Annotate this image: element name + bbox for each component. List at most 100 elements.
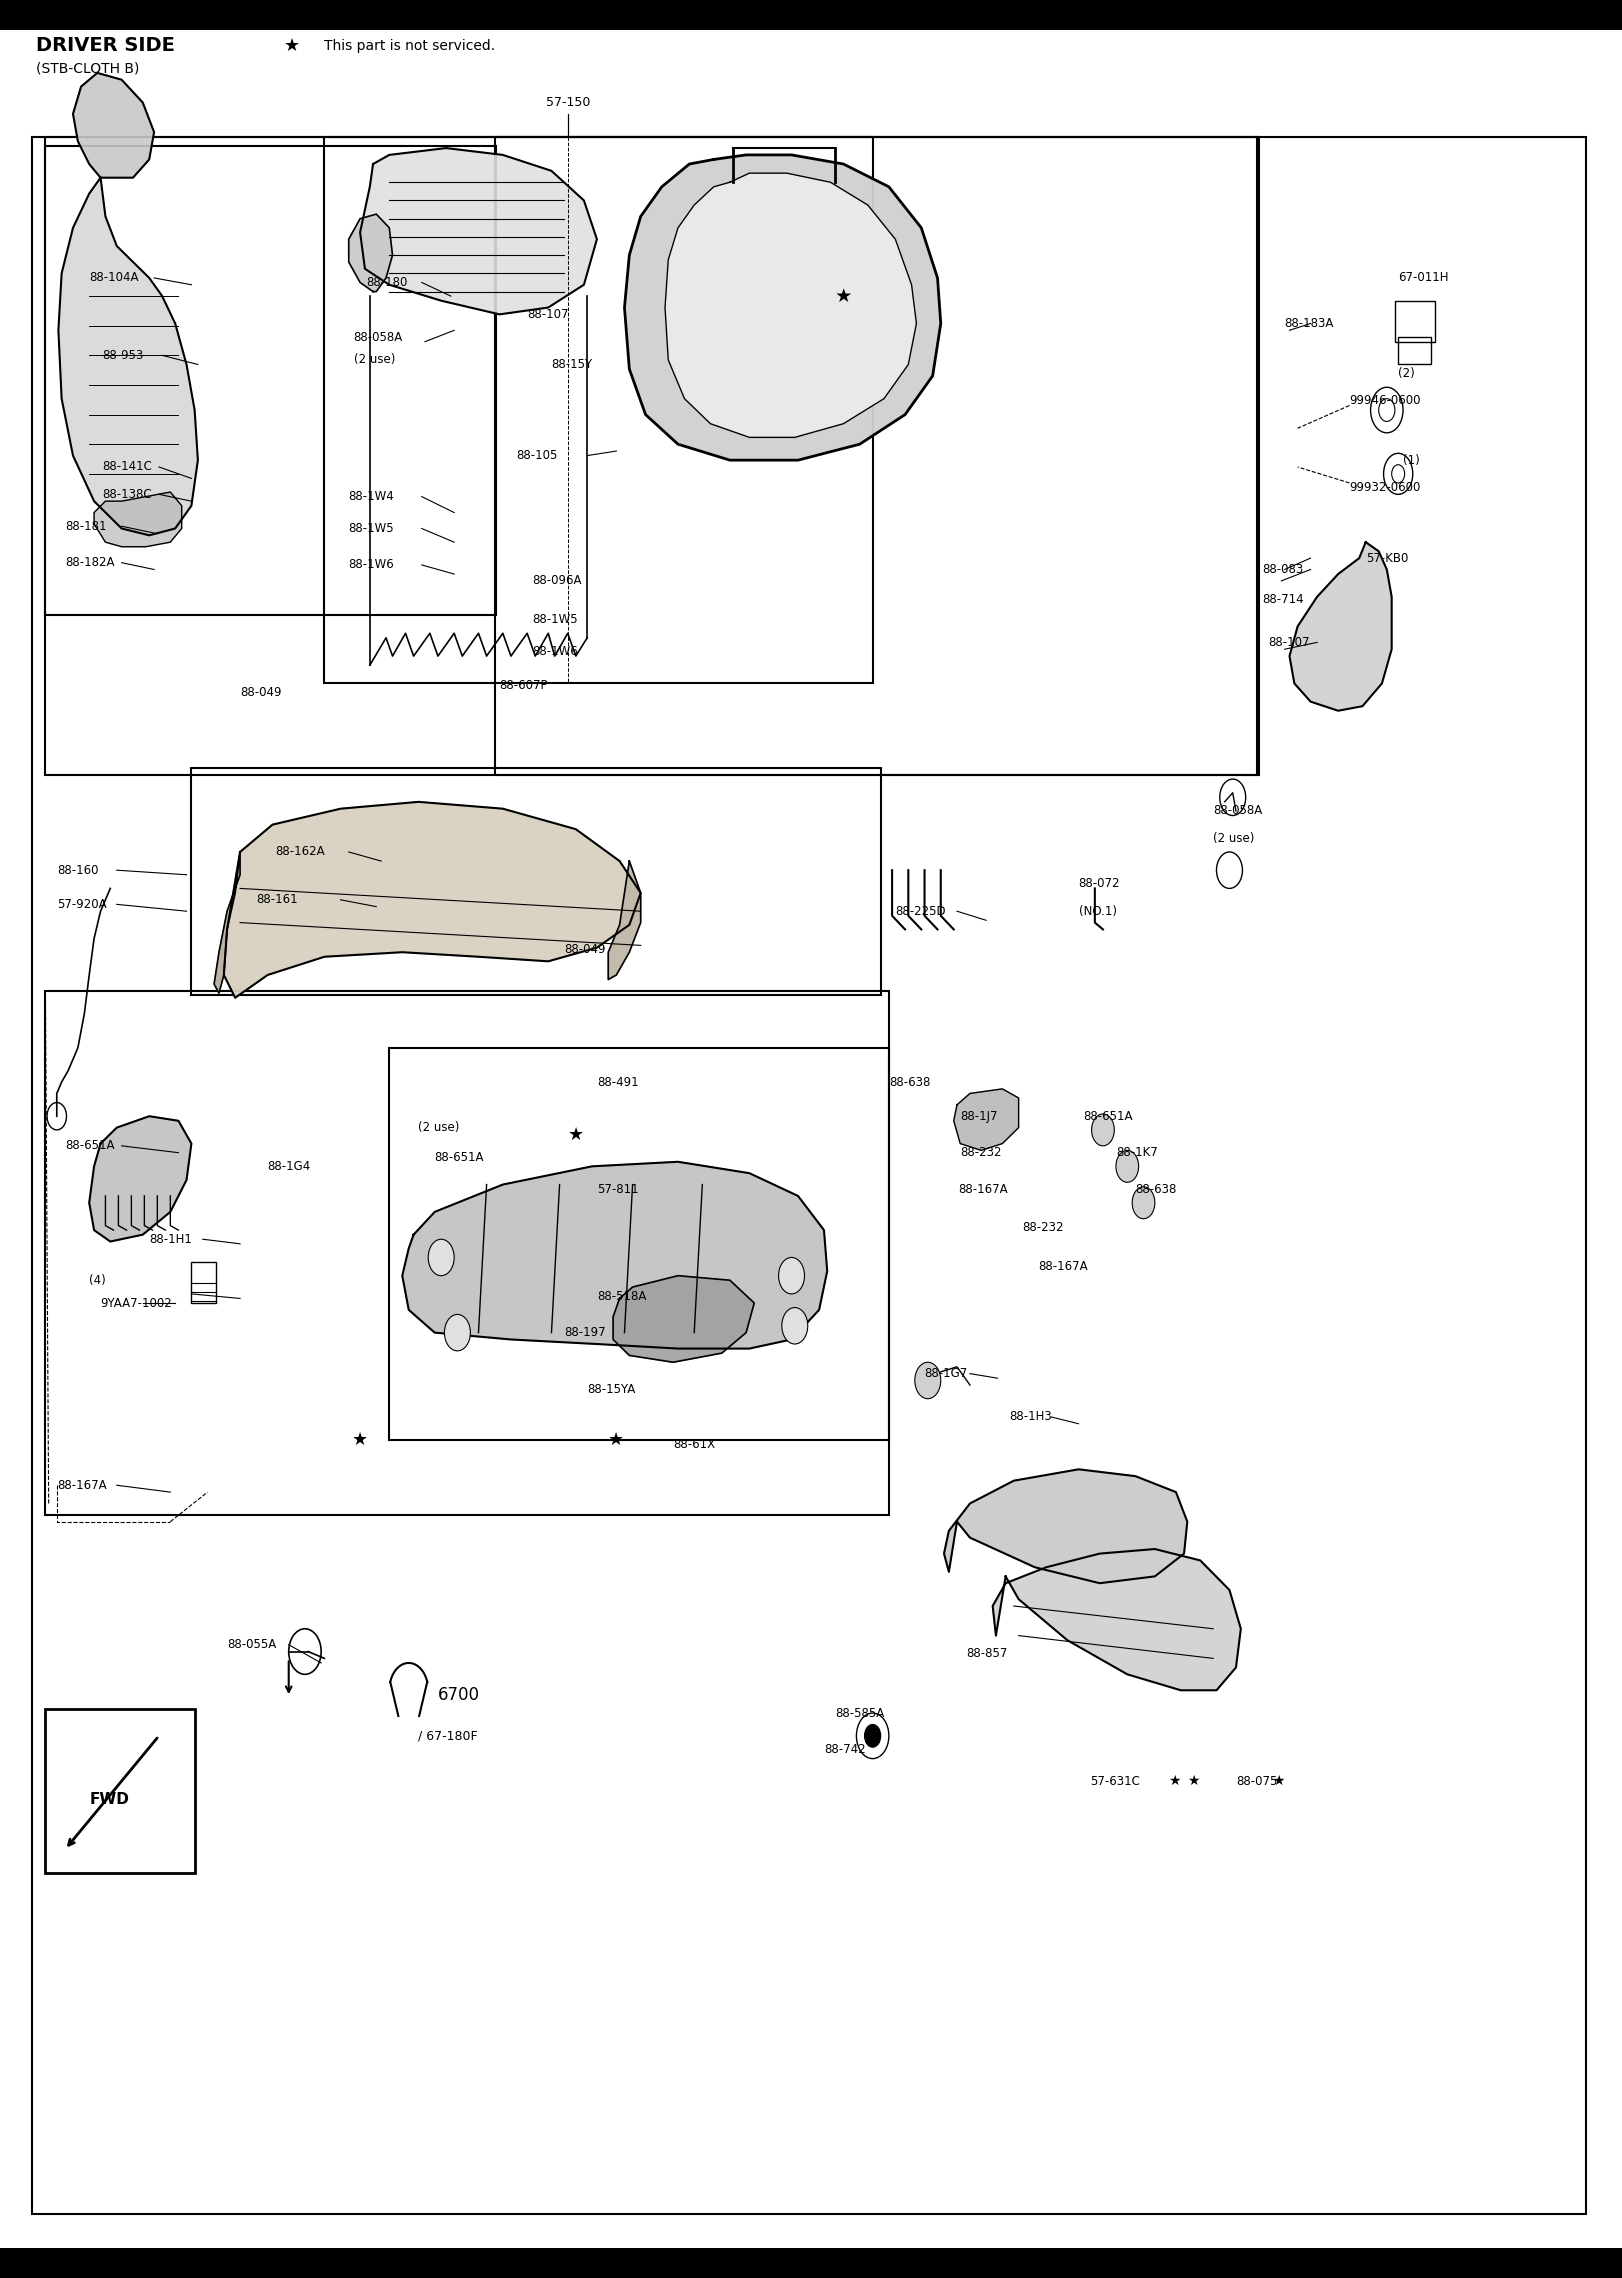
Text: 88-607P: 88-607P <box>500 679 548 693</box>
Text: (2 use): (2 use) <box>1213 831 1255 845</box>
Text: 88-160: 88-160 <box>57 863 99 877</box>
Text: 88-232: 88-232 <box>960 1146 1002 1160</box>
Polygon shape <box>224 802 641 998</box>
Text: 88-61X: 88-61X <box>673 1437 715 1451</box>
Text: 9YAA7-1002: 9YAA7-1002 <box>101 1296 172 1310</box>
Text: 88-055A: 88-055A <box>227 1638 276 1652</box>
Text: 88-1W6: 88-1W6 <box>349 558 394 572</box>
Text: 88-714: 88-714 <box>1262 592 1304 606</box>
Text: 88-058A: 88-058A <box>1213 804 1262 818</box>
Text: 88-15YA: 88-15YA <box>587 1383 636 1396</box>
Bar <box>0 0 1622 30</box>
Bar <box>0 2248 1622 2278</box>
Text: 88-1H3: 88-1H3 <box>1009 1410 1051 1424</box>
Circle shape <box>782 1308 808 1344</box>
Text: 88-651A: 88-651A <box>1083 1109 1134 1123</box>
Text: 88-058A: 88-058A <box>354 330 402 344</box>
Text: 88-049: 88-049 <box>240 686 282 699</box>
Polygon shape <box>1289 542 1392 711</box>
Text: 88-107: 88-107 <box>1268 636 1311 649</box>
Text: 88-1W5: 88-1W5 <box>532 613 577 626</box>
Polygon shape <box>360 148 597 314</box>
Bar <box>324 137 873 683</box>
Circle shape <box>779 1257 805 1294</box>
Text: (4): (4) <box>89 1273 105 1287</box>
Polygon shape <box>993 1549 1241 1690</box>
Polygon shape <box>944 1469 1187 1583</box>
Text: 88-1G7: 88-1G7 <box>925 1367 968 1380</box>
Text: ★: ★ <box>284 36 300 55</box>
Text: 57-920A: 57-920A <box>57 898 107 911</box>
Text: 88-1G4: 88-1G4 <box>268 1160 311 1173</box>
Polygon shape <box>665 173 916 437</box>
Text: 88-638: 88-638 <box>889 1075 931 1089</box>
Text: 88-15Y: 88-15Y <box>551 358 592 371</box>
Text: 88-1K7: 88-1K7 <box>1116 1146 1158 1160</box>
Text: / 67-180F: / 67-180F <box>418 1729 478 1743</box>
Polygon shape <box>58 178 198 535</box>
Bar <box>495 137 1257 775</box>
Text: 88-138C: 88-138C <box>102 487 152 501</box>
Text: 88-105: 88-105 <box>516 449 558 462</box>
Text: ★: ★ <box>352 1431 368 1449</box>
Text: 88-651A: 88-651A <box>65 1139 115 1153</box>
Text: 88-107: 88-107 <box>527 308 569 321</box>
Bar <box>45 1708 195 1873</box>
Text: 88-585A: 88-585A <box>835 1706 884 1720</box>
Text: 88-096A: 88-096A <box>532 574 582 588</box>
Text: 88-225D: 88-225D <box>895 904 946 918</box>
Text: ★: ★ <box>1272 1775 1285 1788</box>
Polygon shape <box>402 1162 827 1349</box>
Polygon shape <box>954 1089 1019 1150</box>
Text: 88-1H1: 88-1H1 <box>149 1232 191 1246</box>
Polygon shape <box>73 73 154 178</box>
Polygon shape <box>624 155 941 460</box>
Text: 88-180: 88-180 <box>367 276 409 289</box>
Text: 88-075: 88-075 <box>1236 1775 1278 1788</box>
Polygon shape <box>214 852 240 993</box>
Bar <box>191 1262 216 1303</box>
Text: 88-049: 88-049 <box>564 943 607 957</box>
Polygon shape <box>613 1276 754 1362</box>
Text: 88-181: 88-181 <box>65 519 107 533</box>
Text: 88-141C: 88-141C <box>102 460 152 474</box>
Text: 88-182A: 88-182A <box>65 556 115 570</box>
Text: 88-491: 88-491 <box>597 1075 639 1089</box>
Polygon shape <box>608 861 641 980</box>
Bar <box>389 1048 889 1440</box>
Bar <box>45 991 889 1515</box>
Circle shape <box>865 1724 881 1747</box>
Circle shape <box>915 1362 941 1399</box>
Text: 88-104A: 88-104A <box>89 271 139 285</box>
Circle shape <box>444 1314 470 1351</box>
Text: (STB-CLOTH B): (STB-CLOTH B) <box>36 62 139 75</box>
Text: 88-232: 88-232 <box>1022 1221 1064 1235</box>
Text: ★: ★ <box>608 1431 624 1449</box>
Text: (NO.1): (NO.1) <box>1079 904 1116 918</box>
Text: 88-183A: 88-183A <box>1285 317 1333 330</box>
Polygon shape <box>94 492 182 547</box>
Polygon shape <box>349 214 393 292</box>
Text: (2 use): (2 use) <box>354 353 396 367</box>
Text: 88-167A: 88-167A <box>1038 1260 1088 1273</box>
Text: 88-1W4: 88-1W4 <box>349 490 394 503</box>
Text: 57-631C: 57-631C <box>1090 1775 1140 1788</box>
Text: 57-150: 57-150 <box>545 96 590 109</box>
Text: 99932-0600: 99932-0600 <box>1350 481 1421 494</box>
Text: ★: ★ <box>1168 1775 1181 1788</box>
Text: DRIVER SIDE: DRIVER SIDE <box>36 36 175 55</box>
Circle shape <box>1132 1187 1155 1219</box>
Text: 88-161: 88-161 <box>256 893 298 907</box>
Text: ★: ★ <box>835 287 852 305</box>
Bar <box>45 137 1259 775</box>
Text: 67-011H: 67-011H <box>1398 271 1448 285</box>
Text: (2 use): (2 use) <box>418 1121 461 1134</box>
Bar <box>191 768 881 995</box>
Bar <box>45 146 496 615</box>
Text: 99946-0600: 99946-0600 <box>1350 394 1421 408</box>
Text: 88-083: 88-083 <box>1262 563 1302 576</box>
Text: 88-857: 88-857 <box>967 1647 1009 1661</box>
Circle shape <box>1092 1114 1114 1146</box>
Text: 88-1W6: 88-1W6 <box>532 645 577 658</box>
Text: 88-167A: 88-167A <box>57 1478 107 1492</box>
